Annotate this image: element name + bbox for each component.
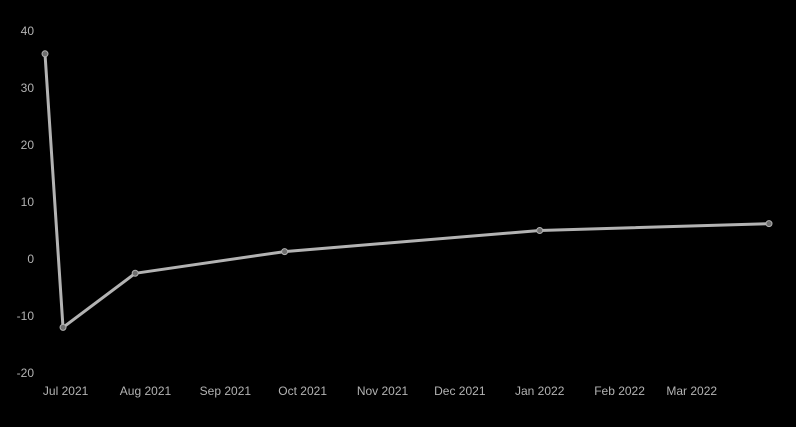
data-point-marker [59, 323, 67, 331]
y-tick-label: 40 [21, 24, 35, 38]
x-tick-label: Feb 2022 [594, 384, 645, 398]
x-tick-label: Sep 2021 [200, 384, 252, 398]
data-point-marker [41, 50, 49, 58]
x-tick-label: Dec 2021 [434, 384, 486, 398]
y-tick-label: 10 [21, 195, 35, 209]
x-tick-label: Oct 2021 [278, 384, 327, 398]
x-tick-label: Mar 2022 [666, 384, 717, 398]
x-tick-label: Aug 2021 [120, 384, 172, 398]
data-point-marker [765, 220, 773, 228]
x-tick-label: Nov 2021 [357, 384, 409, 398]
series-line [43, 52, 771, 329]
data-point-marker [281, 248, 289, 256]
y-tick-label: 0 [27, 252, 34, 266]
y-axis-ticks: 40 30 20 10 0 -10 -20 [17, 24, 35, 380]
y-tick-label: -20 [17, 366, 35, 380]
series-layer [41, 50, 773, 331]
y-tick-label: 20 [21, 138, 35, 152]
x-tick-label: Jul 2021 [43, 384, 89, 398]
data-point-marker [131, 269, 139, 277]
x-tick-label: Jan 2022 [515, 384, 565, 398]
x-axis-ticks: Jul 2021 Aug 2021 Sep 2021 Oct 2021 Nov 2021… [43, 384, 717, 398]
y-tick-label: -10 [17, 309, 35, 323]
data-point-marker [536, 227, 544, 234]
y-tick-label: 30 [21, 81, 35, 95]
